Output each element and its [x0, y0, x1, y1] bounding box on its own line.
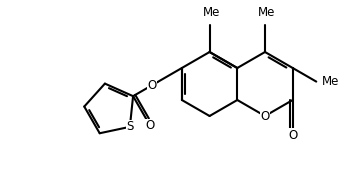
Text: Me: Me — [322, 75, 339, 88]
Text: O: O — [288, 129, 297, 142]
Text: S: S — [126, 120, 133, 133]
Text: O: O — [148, 78, 157, 92]
Text: O: O — [145, 119, 155, 132]
Text: O: O — [261, 109, 270, 122]
Text: Me: Me — [203, 6, 220, 19]
Text: Me: Me — [258, 6, 276, 19]
